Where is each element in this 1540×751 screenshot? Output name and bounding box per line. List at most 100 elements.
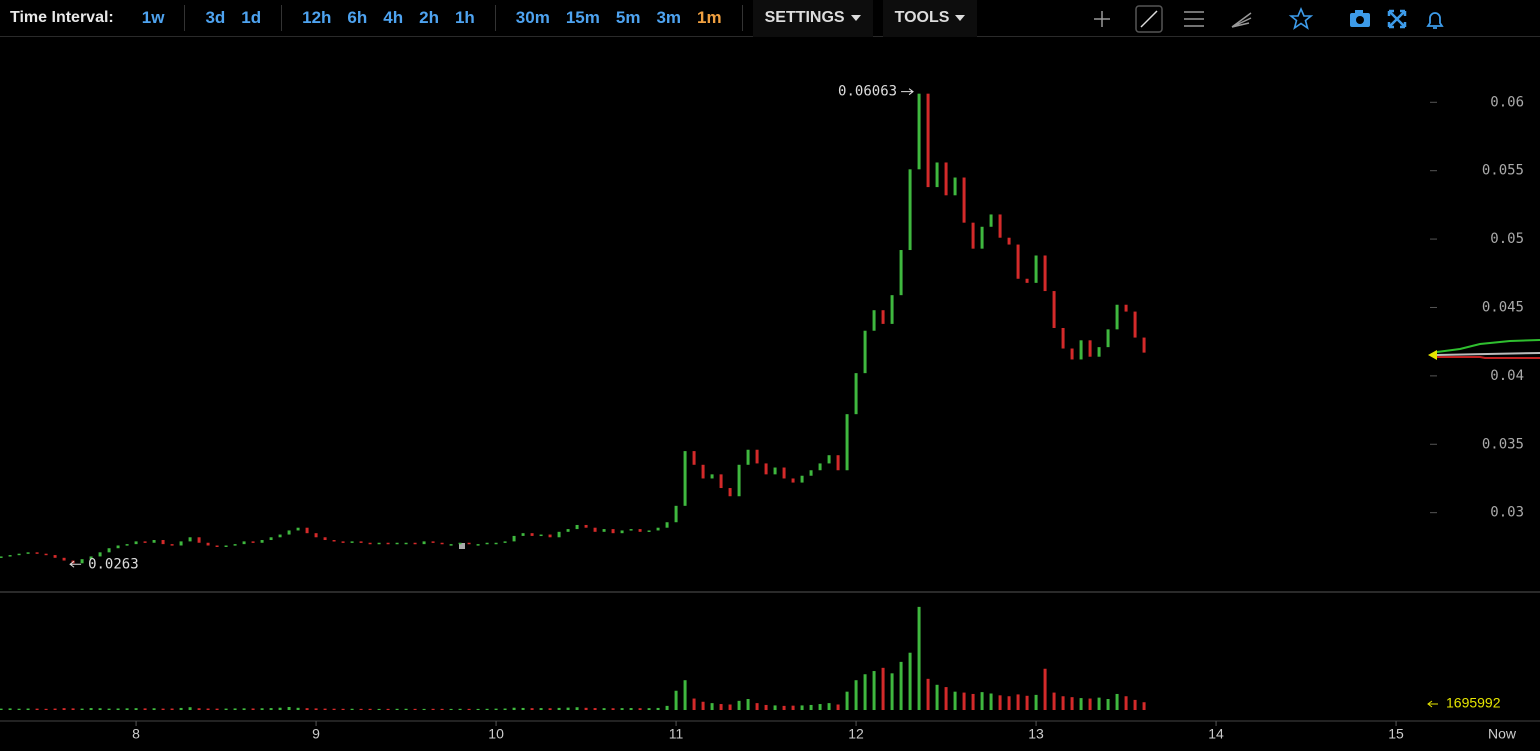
interval-button[interactable]: 1h xyxy=(454,8,475,27)
candle xyxy=(116,545,120,549)
interval-button[interactable]: 1m xyxy=(697,8,722,27)
interval-button[interactable]: 1d xyxy=(241,8,262,27)
volume-bar xyxy=(476,708,480,710)
volume-bar xyxy=(692,698,696,710)
volume-bar xyxy=(98,708,102,710)
interval-button[interactable]: 1w xyxy=(141,8,165,27)
interval-button[interactable]: 5m xyxy=(615,8,641,27)
candle xyxy=(656,527,660,531)
candle xyxy=(863,330,867,374)
candle xyxy=(494,542,498,545)
interval-button[interactable]: 3d xyxy=(205,8,226,27)
volume-bar xyxy=(890,673,894,710)
candle xyxy=(134,541,138,545)
candle xyxy=(377,542,381,545)
volume-bar xyxy=(62,708,66,710)
candle xyxy=(557,531,561,538)
high-label: 0.06063 xyxy=(838,84,897,100)
volume-bar xyxy=(440,708,444,710)
line-tool-box[interactable] xyxy=(1135,5,1163,33)
interval-button[interactable]: 2h xyxy=(419,8,439,27)
low-label: 0.0263 xyxy=(88,556,139,572)
candle xyxy=(1115,304,1119,330)
candle xyxy=(269,537,273,541)
volume-bar xyxy=(944,687,948,710)
candle xyxy=(413,542,417,545)
volume-bar xyxy=(233,708,237,710)
y-tick-label: 0.035 xyxy=(1482,436,1524,452)
volume-bar xyxy=(872,671,876,710)
fan-icon[interactable] xyxy=(1231,12,1252,28)
line-icon[interactable] xyxy=(1140,10,1158,28)
star-icon[interactable] xyxy=(1288,6,1314,30)
volume-bar xyxy=(26,708,30,710)
volume-bar xyxy=(368,708,372,710)
volume-bar xyxy=(953,691,957,710)
candle xyxy=(26,552,30,554)
volume-bar xyxy=(800,705,804,710)
candle xyxy=(881,310,885,324)
volume-bar xyxy=(485,708,489,710)
x-tick-label: 11 xyxy=(669,726,684,742)
candle xyxy=(1007,237,1011,245)
volume-bar xyxy=(143,708,147,710)
volume-bar xyxy=(206,708,210,710)
volume-bar xyxy=(674,690,678,710)
indicator-line xyxy=(1436,339,1540,353)
candle xyxy=(980,226,984,249)
volume-bar xyxy=(620,708,624,710)
volume-bar xyxy=(773,705,777,710)
volume-bar xyxy=(836,704,840,710)
volume-bar xyxy=(1070,697,1074,710)
interval-button[interactable]: 6h xyxy=(347,8,368,27)
volume-bar xyxy=(494,708,498,710)
volume-bar xyxy=(827,703,831,710)
volume-bar xyxy=(1052,692,1056,710)
candle xyxy=(350,541,354,543)
candle xyxy=(548,534,552,538)
interval-button[interactable]: 4h xyxy=(383,8,404,27)
fullscreen-icon[interactable] xyxy=(1387,9,1407,29)
volume-bar xyxy=(818,704,822,710)
candle xyxy=(755,449,759,464)
volume-bar xyxy=(89,708,93,710)
candle xyxy=(521,533,525,536)
interval-button[interactable]: 12h xyxy=(302,8,332,27)
candle xyxy=(476,544,480,546)
crosshair-icon[interactable] xyxy=(1094,11,1110,27)
candle xyxy=(539,534,543,537)
candle xyxy=(944,162,948,196)
candle xyxy=(620,530,624,534)
interval-button[interactable]: 15m xyxy=(565,8,600,27)
volume-bar xyxy=(764,704,768,710)
alert-icon[interactable] xyxy=(1426,12,1444,29)
volume-bar xyxy=(377,708,381,710)
x-tick-label: 13 xyxy=(1028,726,1044,742)
volume-bar xyxy=(701,701,705,710)
candle xyxy=(935,162,939,188)
interval-button[interactable]: 3m xyxy=(656,8,682,27)
candle xyxy=(584,524,588,528)
volume-bar xyxy=(350,708,354,710)
toolbar: Time Interval: 1w 3d 1d 12h 6h 4h 2h 1h 30m 15m 5m… xyxy=(0,0,1540,37)
candle xyxy=(719,474,723,489)
candle xyxy=(17,553,21,556)
candle xyxy=(1124,304,1128,312)
marker xyxy=(459,543,465,549)
hlines-icon[interactable] xyxy=(1184,11,1204,27)
volume-bar xyxy=(197,708,201,710)
candle xyxy=(1106,329,1110,348)
volume-bar xyxy=(125,708,129,710)
candle xyxy=(611,529,615,534)
x-tick-label: 14 xyxy=(1208,726,1224,742)
candle xyxy=(395,542,399,545)
volume-bar xyxy=(305,708,309,710)
volume-bar xyxy=(845,691,849,710)
volume-bar xyxy=(971,693,975,710)
interval-button[interactable]: 30m xyxy=(515,8,550,27)
candle xyxy=(233,544,237,546)
menu-button[interactable]: SETTINGS xyxy=(752,0,873,37)
menu-button[interactable]: TOOLS xyxy=(882,0,978,37)
y-tick-label: 0.03 xyxy=(1490,505,1524,521)
candle xyxy=(629,529,633,531)
